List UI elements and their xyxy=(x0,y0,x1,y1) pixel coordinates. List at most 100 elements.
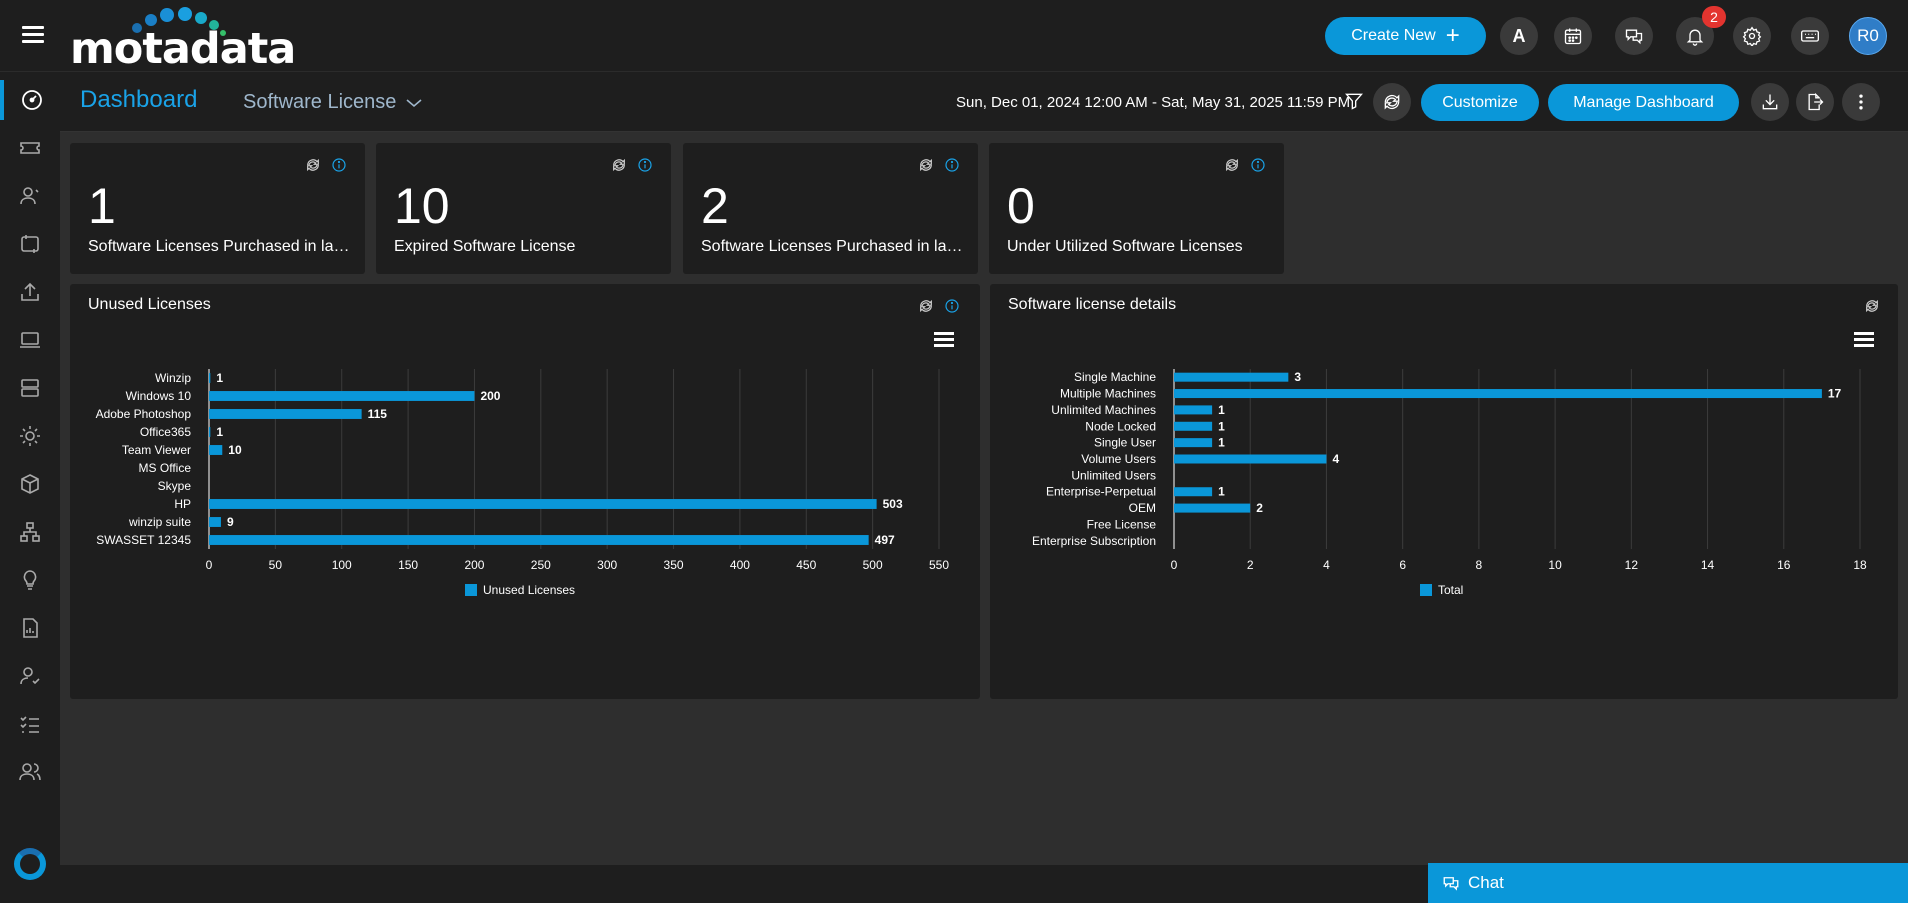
sidebar-item-release[interactable] xyxy=(0,272,60,312)
info-icon[interactable] xyxy=(1250,157,1266,173)
hierarchy-icon xyxy=(20,522,40,542)
server-icon xyxy=(21,379,39,397)
user-check-icon xyxy=(20,667,40,685)
upload-icon xyxy=(21,282,39,301)
refresh-icon[interactable] xyxy=(1864,298,1880,314)
x-tick-label: 300 xyxy=(597,558,617,572)
bar[interactable] xyxy=(1174,503,1251,513)
bar[interactable] xyxy=(1174,487,1213,497)
sidebar-item-knowledge[interactable] xyxy=(0,560,60,600)
sidebar-item-dashboard[interactable] xyxy=(0,80,60,120)
info-icon[interactable] xyxy=(944,157,960,173)
export-button[interactable] xyxy=(1796,83,1834,121)
sidebar-item-team[interactable] xyxy=(0,752,60,792)
category-label: Enterprise-Perpetual xyxy=(1046,485,1156,499)
legend-swatch[interactable] xyxy=(1420,584,1432,596)
messages-button[interactable] xyxy=(1615,17,1653,55)
data-label: 1 xyxy=(1218,436,1225,450)
category-label: SWASSET 12345 xyxy=(96,533,191,547)
customize-button[interactable]: Customize xyxy=(1421,84,1539,121)
category-label: HP xyxy=(174,497,191,511)
filter-button[interactable] xyxy=(1343,90,1365,112)
sidebar-item-workflow[interactable] xyxy=(0,512,60,552)
refresh-icon[interactable] xyxy=(918,157,934,173)
refresh-icon[interactable] xyxy=(305,157,321,173)
sidebar-item-changes[interactable] xyxy=(0,224,60,264)
dashboard-selector[interactable]: Software License xyxy=(243,91,422,114)
sidebar-item-reports[interactable] xyxy=(0,608,60,648)
bar[interactable] xyxy=(1174,372,1289,382)
refresh-icon[interactable] xyxy=(918,298,934,314)
sidebar-item-problems[interactable] xyxy=(0,416,60,456)
sidebar-item-products[interactable] xyxy=(0,464,60,504)
bar[interactable] xyxy=(209,391,475,401)
data-label: 3 xyxy=(1294,370,1301,384)
kpi-label: Software Licenses Purchased in last 6 mo… xyxy=(88,238,352,255)
dashboard-header: Dashboard Software License Sun, Dec 01, … xyxy=(60,72,1908,132)
bar[interactable] xyxy=(209,517,221,527)
logo[interactable]: motadata xyxy=(70,6,296,74)
legend-swatch[interactable] xyxy=(465,584,477,596)
avatar-a-button[interactable]: A xyxy=(1500,17,1538,55)
data-label: 1 xyxy=(216,425,223,439)
info-icon[interactable] xyxy=(331,157,347,173)
lightbulb-icon xyxy=(23,570,37,590)
date-range[interactable]: Sun, Dec 01, 2024 12:00 AM - Sat, May 31… xyxy=(956,94,1351,111)
sidebar-item-users[interactable] xyxy=(0,176,60,216)
bar[interactable] xyxy=(1174,454,1327,464)
chart-menu-icon[interactable] xyxy=(934,332,954,348)
kpi-value: 1 xyxy=(88,178,116,234)
vertical-dots-icon xyxy=(1859,94,1863,110)
category-label: Office365 xyxy=(140,425,191,439)
more-options-button[interactable] xyxy=(1842,83,1880,121)
data-label: 115 xyxy=(368,407,388,421)
hamburger-menu-icon[interactable] xyxy=(22,26,44,44)
refresh-dashboard-button[interactable] xyxy=(1373,83,1411,121)
chat-button[interactable]: Chat xyxy=(1428,863,1908,903)
create-new-button[interactable]: Create New + xyxy=(1325,17,1486,55)
kpi-label: Under Utilized Software Licenses xyxy=(1007,238,1243,255)
calendar-button[interactable] xyxy=(1554,17,1592,55)
chat-bubbles-icon xyxy=(1443,877,1459,891)
bar[interactable] xyxy=(1174,421,1213,431)
sidebar-item-tasks[interactable] xyxy=(0,704,60,744)
bar[interactable] xyxy=(209,535,869,545)
x-tick-label: 12 xyxy=(1625,558,1639,572)
legend-label[interactable]: Unused Licenses xyxy=(483,583,575,597)
bar[interactable] xyxy=(209,409,362,419)
bar[interactable] xyxy=(1174,405,1213,415)
bar[interactable] xyxy=(1174,438,1213,448)
bar[interactable] xyxy=(209,373,211,383)
info-icon[interactable] xyxy=(637,157,653,173)
panel-title: Software license details xyxy=(1008,296,1177,313)
bar[interactable] xyxy=(1174,389,1822,399)
avatar-a-letter: A xyxy=(1512,25,1526,46)
sidebar-item-assets[interactable] xyxy=(0,320,60,360)
refresh-icon[interactable] xyxy=(1224,157,1240,173)
sidebar-item-approvals[interactable] xyxy=(0,656,60,696)
x-tick-label: 2 xyxy=(1247,558,1254,572)
bar[interactable] xyxy=(209,427,211,437)
chart-menu-icon[interactable] xyxy=(1854,332,1874,348)
x-tick-label: 250 xyxy=(531,558,551,572)
keyboard-shortcuts-button[interactable] xyxy=(1791,17,1829,55)
kpi-label: Expired Software License xyxy=(394,238,576,255)
sidebar-item-cmdb[interactable] xyxy=(0,368,60,408)
bar[interactable] xyxy=(209,499,877,509)
legend-label[interactable]: Total xyxy=(1438,583,1463,597)
dashboard-gauge-icon xyxy=(22,90,42,110)
manage-dashboard-button[interactable]: Manage Dashboard xyxy=(1548,84,1739,121)
sidebar-item-tickets[interactable] xyxy=(0,128,60,168)
user-avatar[interactable]: R0 xyxy=(1849,17,1887,55)
info-icon[interactable] xyxy=(944,298,960,314)
plus-icon: + xyxy=(1445,22,1460,49)
settings-button[interactable] xyxy=(1733,17,1771,55)
kpi-value: 0 xyxy=(1007,178,1035,234)
chat-bubbles-icon xyxy=(1625,29,1643,45)
data-label: 4 xyxy=(1332,452,1339,466)
download-button[interactable] xyxy=(1751,83,1789,121)
bar[interactable] xyxy=(209,445,223,455)
motadata-assistant-icon[interactable] xyxy=(14,848,46,880)
dashboard-selector-label: Software License xyxy=(243,91,397,113)
refresh-icon[interactable] xyxy=(611,157,627,173)
